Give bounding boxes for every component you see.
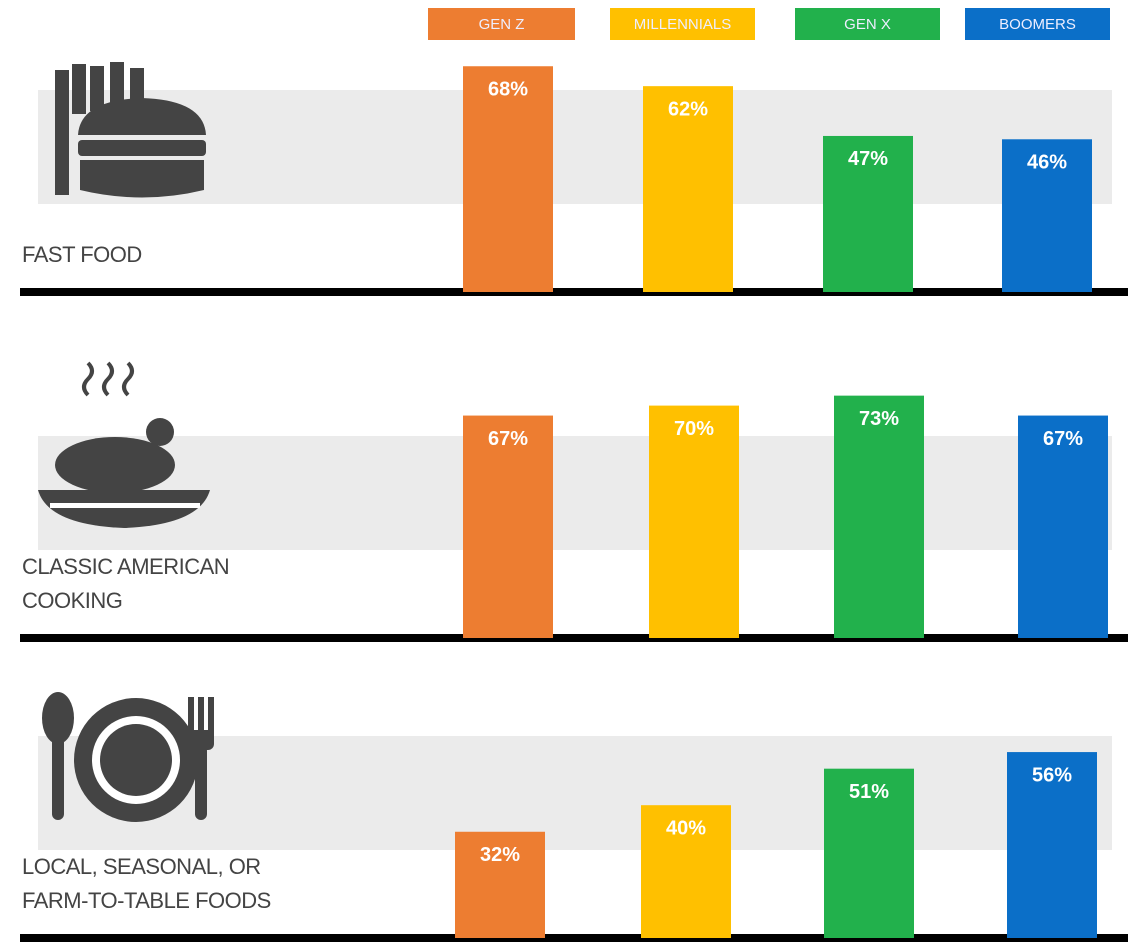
category-label: CLASSIC AMERICAN COOKING [22, 554, 230, 613]
legend-swatch [795, 8, 940, 40]
place-setting-icon [42, 692, 214, 822]
bar [649, 405, 739, 638]
bar [1002, 139, 1092, 292]
value-label: 47% [848, 148, 888, 170]
bar [1018, 415, 1108, 638]
category-label: LOCAL, SEASONAL, OR FARM-TO-TABLE FOODS [22, 854, 271, 913]
classic-cooking-icon [38, 361, 210, 528]
legend-label: MILLENNIALS [634, 16, 732, 33]
legend-swatch [428, 8, 575, 40]
bar [463, 415, 553, 638]
value-label: 40% [666, 817, 706, 839]
bar [455, 831, 545, 938]
panel-band [38, 90, 1112, 204]
bar [1007, 752, 1097, 938]
bar [823, 135, 913, 292]
legend-label: GEN Z [479, 16, 525, 33]
legend-swatch [610, 8, 755, 40]
bar [641, 805, 731, 938]
legend-label: BOOMERS [999, 16, 1076, 33]
panel-band [38, 436, 1112, 550]
bar [824, 768, 914, 938]
value-label: 67% [488, 428, 528, 450]
fast-food-icon [55, 62, 206, 198]
legend-swatch [965, 8, 1110, 40]
value-label: 46% [1027, 152, 1067, 174]
value-label: 51% [849, 781, 889, 803]
value-label: 67% [1043, 428, 1083, 450]
baseline [20, 634, 1128, 642]
category-label: FAST FOOD [22, 242, 142, 267]
value-label: 68% [488, 79, 528, 101]
value-label: 70% [674, 418, 714, 440]
baseline [20, 288, 1128, 296]
bar [643, 86, 733, 292]
value-label: 62% [668, 98, 708, 120]
panel-band [38, 736, 1112, 850]
baseline [20, 934, 1128, 942]
bar [463, 66, 553, 293]
value-label: 32% [480, 844, 520, 866]
legend-label: GEN X [844, 16, 891, 33]
value-label: 73% [859, 408, 899, 430]
bar [834, 395, 924, 638]
value-label: 56% [1032, 764, 1072, 786]
